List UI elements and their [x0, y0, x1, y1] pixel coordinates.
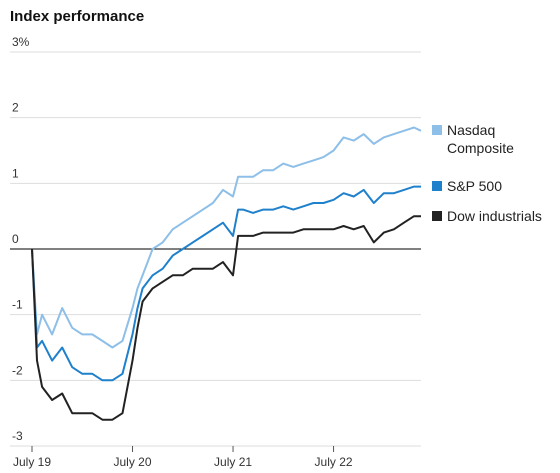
- y-tick-label: 0: [12, 232, 19, 246]
- x-tick-label: July 22: [315, 455, 353, 469]
- legend-item: S&P 500: [432, 177, 552, 195]
- legend-label: Nasdaq Composite: [447, 122, 514, 156]
- series-line: [31, 126, 422, 349]
- y-tick-label: -1: [12, 298, 23, 312]
- x-tick-label: July 19: [13, 455, 51, 469]
- chart-title: Index performance: [10, 8, 144, 25]
- legend-item: Nasdaq Composite: [432, 121, 552, 157]
- series-line: [31, 185, 421, 382]
- y-tick-label: -2: [12, 363, 23, 377]
- x-tick-label: July 20: [114, 455, 152, 469]
- y-tick-label: 1: [12, 166, 19, 180]
- y-tick-label: 3%: [12, 35, 30, 49]
- legend-item: Dow industrials: [432, 207, 552, 225]
- y-tick-label: 2: [12, 101, 19, 115]
- series-line: [31, 215, 421, 421]
- legend-swatch: [432, 181, 442, 191]
- legend-label: S&P 500: [447, 178, 503, 194]
- x-tick-label: July 21: [214, 455, 252, 469]
- legend-swatch: [432, 125, 442, 135]
- legend-label: Dow industrials: [447, 208, 542, 224]
- y-tick-label: -3: [12, 429, 23, 443]
- legend-swatch: [432, 211, 442, 221]
